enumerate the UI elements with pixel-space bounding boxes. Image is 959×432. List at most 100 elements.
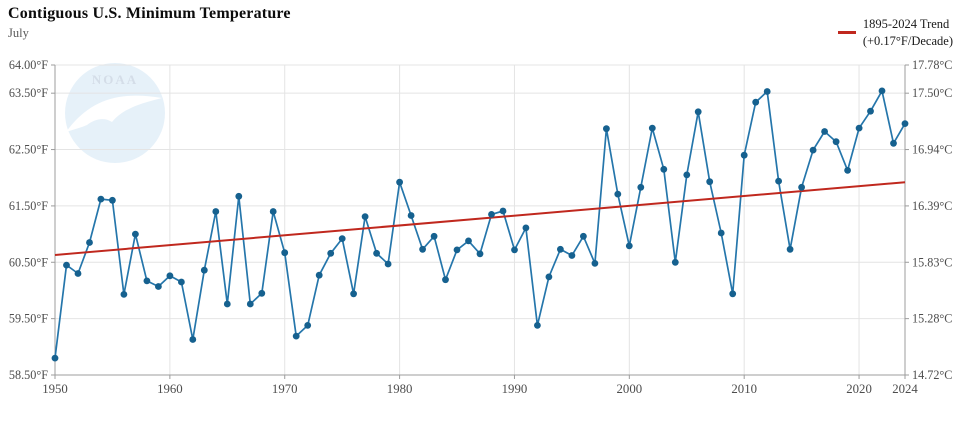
data-point[interactable] xyxy=(212,208,220,215)
y-tick-label-c: 15.83°C xyxy=(912,255,952,269)
data-point[interactable] xyxy=(625,242,633,250)
noaa-seagull-icon xyxy=(66,95,162,132)
data-point[interactable] xyxy=(637,183,645,191)
trend-legend-text: 1895-2024 Trend (+0.17°F/Decade) xyxy=(863,16,953,50)
data-point[interactable] xyxy=(132,230,139,238)
data-point[interactable] xyxy=(178,278,185,286)
data-point[interactable] xyxy=(488,211,495,218)
trend-legend-line2: (+0.17°F/Decade) xyxy=(862,33,953,48)
x-tick-label: 1980 xyxy=(387,382,413,396)
temperature-series-line xyxy=(54,90,906,359)
data-point[interactable] xyxy=(246,300,254,308)
data-point[interactable] xyxy=(867,107,874,115)
data-point[interactable] xyxy=(235,192,243,200)
y-tick-label-f: 61.50°F xyxy=(9,199,48,213)
y-tick-label-c: 16.94°C xyxy=(912,143,952,157)
data-point[interactable] xyxy=(683,171,691,179)
data-point[interactable] xyxy=(786,245,794,253)
data-point[interactable] xyxy=(545,273,553,281)
data-point[interactable] xyxy=(603,125,610,133)
data-point[interactable] xyxy=(155,283,162,290)
data-point[interactable] xyxy=(166,272,174,280)
data-point[interactable] xyxy=(350,290,357,298)
data-point[interactable] xyxy=(396,178,403,186)
data-point[interactable] xyxy=(373,249,380,257)
data-point[interactable] xyxy=(568,252,576,259)
data-point[interactable] xyxy=(557,245,564,253)
data-point[interactable] xyxy=(717,229,725,237)
data-point[interactable] xyxy=(143,277,151,285)
chart-header: Contiguous U.S. Minimum Temperature July xyxy=(8,5,291,41)
x-tick-label: 1950 xyxy=(42,382,68,396)
data-point[interactable] xyxy=(419,245,426,253)
data-point[interactable] xyxy=(465,237,472,245)
y-tick-label-f: 58.50°F xyxy=(9,368,48,382)
data-point[interactable] xyxy=(740,151,748,159)
y-tick-label-c: 16.39°C xyxy=(912,199,952,213)
data-point[interactable] xyxy=(890,139,897,147)
data-point[interactable] xyxy=(614,190,622,198)
data-point[interactable] xyxy=(315,271,323,279)
trend-legend: 1895-2024 Trend (+0.17°F/Decade) xyxy=(837,16,953,50)
data-point[interactable] xyxy=(832,138,840,146)
data-point[interactable] xyxy=(534,322,541,329)
data-point[interactable] xyxy=(901,120,909,127)
data-point[interactable] xyxy=(878,87,886,95)
data-point[interactable] xyxy=(671,258,679,266)
data-point[interactable] xyxy=(511,246,518,254)
y-tick-label-f: 62.50°F xyxy=(9,143,48,157)
data-point[interactable] xyxy=(51,354,59,362)
data-point[interactable] xyxy=(775,177,782,185)
data-point[interactable] xyxy=(338,235,346,243)
data-point[interactable] xyxy=(522,224,530,232)
data-point[interactable] xyxy=(809,146,817,154)
data-point[interactable] xyxy=(798,183,805,191)
x-tick-label: 2010 xyxy=(731,382,757,396)
data-point[interactable] xyxy=(384,260,392,268)
data-point[interactable] xyxy=(648,124,656,132)
data-point[interactable] xyxy=(109,196,116,204)
data-point[interactable] xyxy=(281,249,289,257)
data-point[interactable] xyxy=(200,266,208,274)
data-point[interactable] xyxy=(453,246,461,254)
data-point[interactable] xyxy=(694,108,702,116)
chart-title: Contiguous U.S. Minimum Temperature xyxy=(8,5,291,22)
data-point[interactable] xyxy=(223,300,231,308)
noaa-logo-watermark: NOAA xyxy=(65,63,165,163)
data-point[interactable] xyxy=(729,290,737,298)
y-tick-label-f: 59.50°F xyxy=(9,312,48,326)
data-point[interactable] xyxy=(63,261,70,269)
data-point[interactable] xyxy=(120,291,128,298)
data-point[interactable] xyxy=(855,124,863,132)
data-point[interactable] xyxy=(430,232,438,240)
y-tick-label-f: 60.50°F xyxy=(9,255,48,269)
data-point[interactable] xyxy=(442,276,449,284)
data-point[interactable] xyxy=(86,239,93,246)
data-point[interactable] xyxy=(189,336,197,343)
data-point[interactable] xyxy=(407,212,415,219)
data-point[interactable] xyxy=(476,250,484,258)
data-point[interactable] xyxy=(821,128,828,135)
x-tick-label: 2024 xyxy=(892,382,918,396)
data-point[interactable] xyxy=(361,213,369,221)
data-point[interactable] xyxy=(74,270,82,277)
data-point[interactable] xyxy=(844,167,851,174)
trend-swatch-icon xyxy=(837,31,856,35)
y-tick-label-f: 63.50°F xyxy=(9,86,48,100)
data-point[interactable] xyxy=(591,260,599,267)
data-point[interactable] xyxy=(292,332,300,340)
data-point[interactable] xyxy=(763,88,771,95)
data-point[interactable] xyxy=(499,207,507,215)
x-tick-label: 2020 xyxy=(846,382,872,396)
data-point[interactable] xyxy=(327,249,335,257)
data-point[interactable] xyxy=(752,98,760,106)
data-point[interactable] xyxy=(304,322,312,329)
data-point[interactable] xyxy=(258,289,266,297)
data-point[interactable] xyxy=(660,165,668,173)
data-point[interactable] xyxy=(580,232,587,240)
data-point[interactable] xyxy=(269,208,277,215)
data-point[interactable] xyxy=(706,178,714,186)
data-point[interactable] xyxy=(97,195,105,203)
